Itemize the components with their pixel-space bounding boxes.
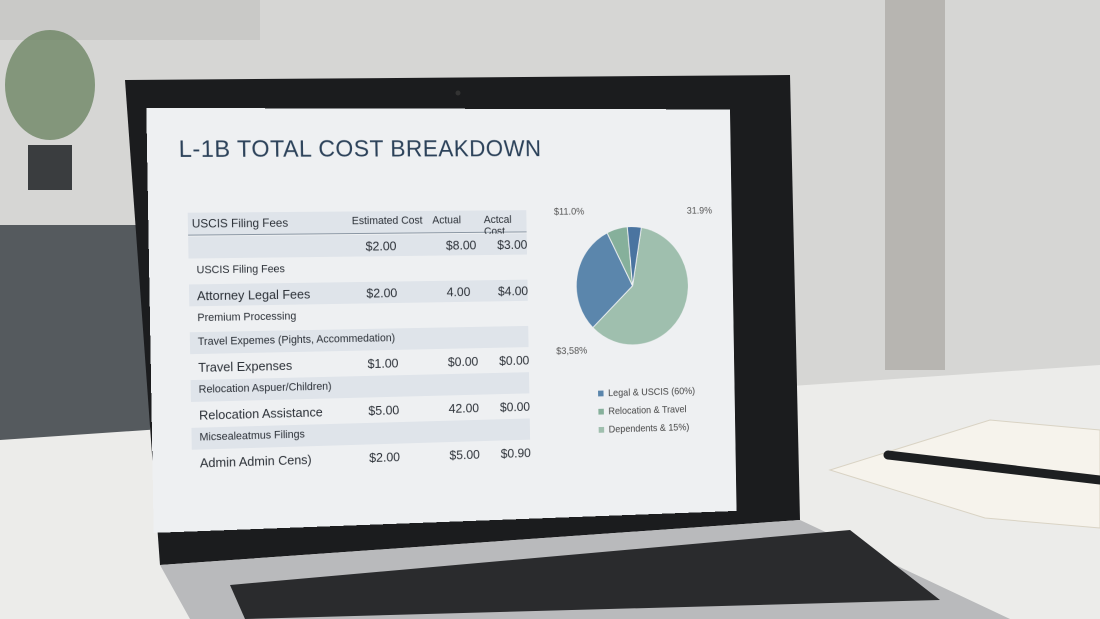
- header-cell: Actual: [432, 214, 462, 227]
- cell: 4.00: [446, 284, 471, 300]
- legend-label: Legal & USCIS (60%): [608, 386, 695, 399]
- callout: 31.9%: [687, 206, 713, 217]
- header-cell: USCIS Filing Fees: [191, 215, 289, 231]
- cell: $8.00: [445, 237, 477, 253]
- row-label: Premium Processing: [197, 310, 297, 325]
- cell: $0.00: [499, 399, 531, 415]
- table-row: Attorney Legal Fees $2.00 4.00 $4.00: [188, 279, 529, 307]
- cell: $0.00: [447, 353, 479, 370]
- legend-swatch: [598, 408, 604, 415]
- cell: $2.00: [369, 449, 401, 466]
- cell: $0.90: [500, 445, 531, 461]
- legend-label: Relocation & Travel: [608, 405, 686, 418]
- screen: L-1B TOTAL COST BREAKDOWN USCIS Filing F…: [146, 107, 737, 533]
- cell: $2.00: [365, 238, 397, 254]
- row-label: Relocation Aspuer/Children): [198, 380, 332, 396]
- callout: $11.0%: [554, 207, 585, 218]
- row-label: Micsealeatmus Filings: [199, 428, 305, 444]
- pie-slice: [591, 227, 689, 346]
- row-label: Travel Expemes (Pights, Accommedation): [197, 332, 396, 349]
- row-label: Relocation Assistance: [198, 404, 323, 423]
- cell: $3.00: [497, 237, 528, 252]
- header-cell: Estimated Cost: [351, 214, 423, 228]
- row-label: Attorney Legal Fees: [196, 286, 311, 304]
- table-row: USCIS Filing Fees: [189, 256, 528, 282]
- title: L-1B TOTAL COST BREAKDOWN: [178, 135, 542, 163]
- row-label: Admin Admin Cens): [199, 452, 312, 471]
- legend-swatch: [598, 390, 604, 397]
- legend-label: Dependents & 15%): [609, 423, 690, 436]
- cell: $1.00: [367, 355, 399, 372]
- callout: $3,58%: [556, 346, 587, 357]
- pie-chart: $11.0% 31.9% $3,58% Legal & USCIS (60%) Relo…: [554, 206, 713, 436]
- cell: 42.00: [448, 400, 480, 416]
- row-label: Travel Expenses: [198, 357, 293, 375]
- legend-swatch: [598, 426, 605, 433]
- cell: $4.00: [497, 283, 529, 299]
- cell: $5.00: [368, 402, 400, 419]
- table-header: USCIS Filing Fees Estimated Cost Actual Act…: [187, 210, 527, 238]
- cell: $5.00: [449, 446, 480, 463]
- cell: $0.00: [499, 352, 530, 369]
- table-row: $2.00 $8.00 $3.00: [188, 233, 528, 259]
- row-label: USCIS Filing Fees: [196, 263, 285, 277]
- cell: $2.00: [366, 285, 398, 301]
